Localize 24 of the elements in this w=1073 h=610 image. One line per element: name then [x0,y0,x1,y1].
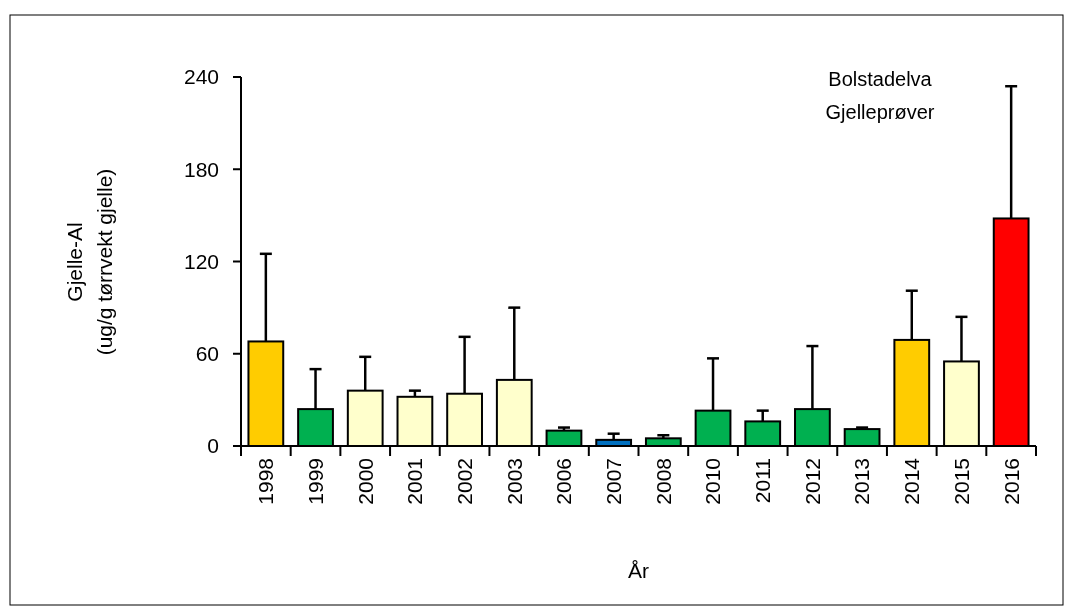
y-axis-title: Gjelle-Al (ug/g tørrvekt gjelle) [63,168,117,356]
y-tick-label: 120 [183,249,219,273]
x-tick-label: 2008 [651,458,675,505]
x-tick-label: 2000 [353,458,377,505]
y-tick-label: 240 [183,65,219,89]
x-tick-label: 2012 [800,458,824,505]
x-tick-label: 2002 [452,458,476,505]
x-tick-label: 2006 [552,458,576,505]
x-tick-label: 2001 [403,458,427,505]
x-tick-label: 1998 [254,458,278,505]
x-axis-title: År [628,559,650,582]
x-tick-label: 2007 [602,458,626,505]
y-tick-label: 180 [183,157,219,181]
y-tick-label: 0 [207,434,219,458]
x-tick-label: 2016 [999,458,1023,505]
x-tick-label: 2003 [502,458,526,505]
x-tick-label: 2010 [701,458,725,505]
x-tick-label: 1999 [303,458,327,505]
annotation: Bolstadelva Gjelleprøver [825,68,935,123]
x-tick-label: 2011 [751,458,775,504]
x-tick-label: 2015 [949,458,973,505]
y-tick-label: 60 [195,342,219,366]
x-tick-label: 2013 [850,458,874,505]
x-tick-label: 2014 [900,457,924,505]
